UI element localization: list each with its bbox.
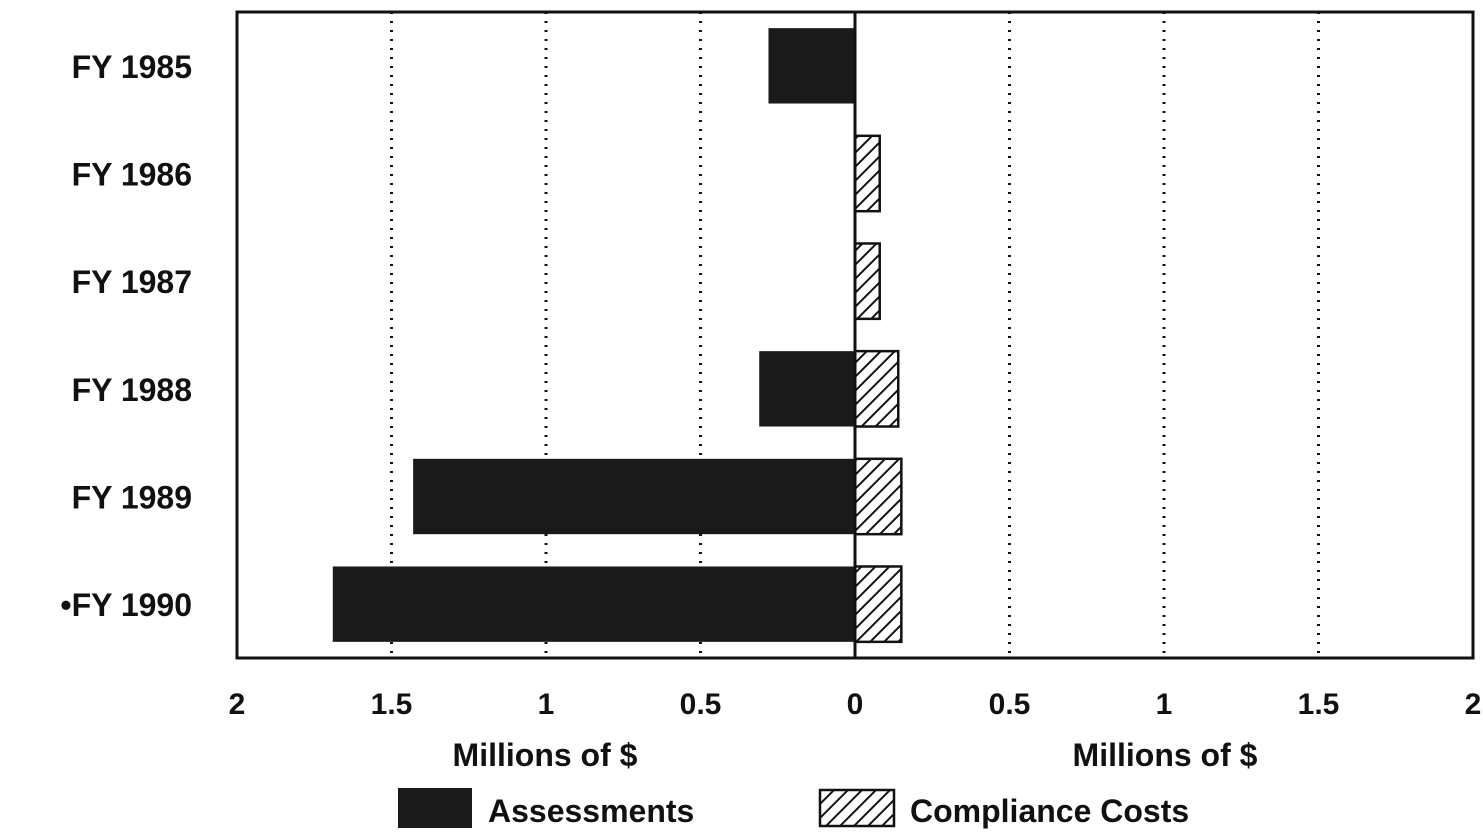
bar-assessments-0 [768,28,855,104]
bar-assessments-4 [413,458,855,535]
legend-swatch-assessments [398,788,472,828]
category-label: FY 1987 [72,264,192,300]
category-label: FY 1988 [72,372,192,408]
x-axis-title-left: Millions of $ [453,737,638,773]
bar-assessments-3 [759,351,855,427]
bar-assessments-5 [332,566,855,642]
bar-compliance-costs-3 [853,349,900,428]
category-label: FY 1985 [72,49,192,85]
legend-swatch-compliance-costs [818,788,896,828]
legend: Assessments Compliance Costs [398,788,1189,829]
x-tick-label: 1.5 [1298,688,1340,721]
category-label: FY 1989 [72,480,192,516]
x-tick-label: 2 [1465,688,1482,721]
x-tick-label: 1.5 [371,688,413,721]
x-axis-title-right: Millions of $ [1073,737,1258,773]
x-tick-label: 0.5 [989,688,1031,721]
category-labels: FY 1985 FY 1986 FY 1987 FY 1988 FY 1989 •FY 1… [60,49,192,623]
legend-label-assessments: Assessments [488,793,694,829]
x-tick-label: 1 [1156,688,1173,721]
bar-compliance-costs-1 [853,134,881,213]
x-tick-label: 2 [229,688,246,721]
bar-compliance-costs-2 [853,242,881,321]
bar-compliance-costs-5 [853,565,903,644]
x-tick-label: 1 [538,688,555,721]
bars [332,28,903,644]
x-tick-label: 0.5 [680,688,722,721]
category-label: •FY 1990 [60,587,192,623]
legend-label-compliance-costs: Compliance Costs [910,793,1189,829]
tick-labels: 2 1.5 1 0.5 0 0.5 1 1.5 2 [229,688,1482,721]
x-tick-label: 0 [847,688,864,721]
category-label: FY 1986 [72,157,192,193]
bar-compliance-costs-4 [853,457,903,536]
